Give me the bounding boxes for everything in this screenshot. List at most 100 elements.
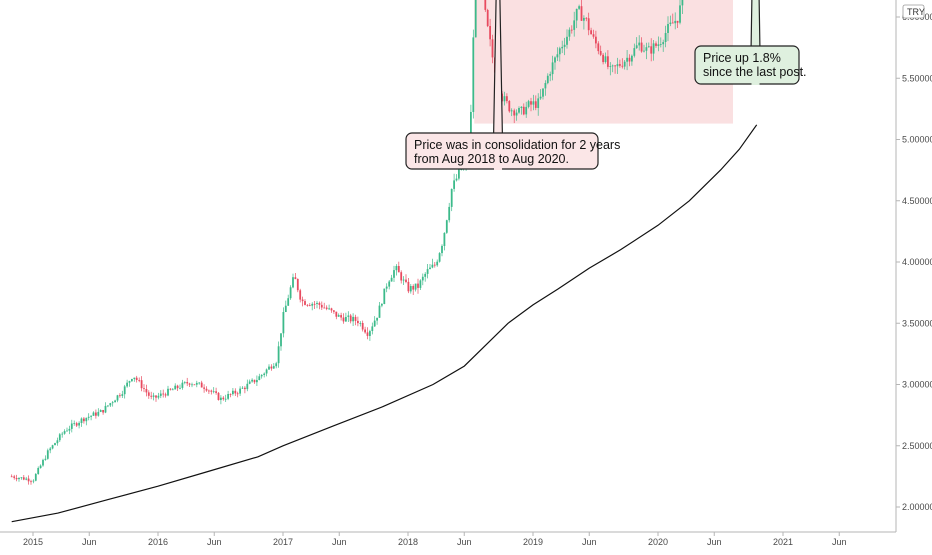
candle-body xyxy=(195,382,198,385)
candle-body xyxy=(611,65,614,67)
candle-body xyxy=(652,43,655,54)
candle-body xyxy=(265,369,268,374)
candle-body xyxy=(167,388,169,396)
candle-body xyxy=(13,476,16,478)
candle-body xyxy=(280,333,282,347)
candle-body xyxy=(607,56,609,67)
candle-body xyxy=(573,20,576,30)
candle-body xyxy=(70,423,73,429)
candle-body xyxy=(563,44,566,47)
candle-body xyxy=(186,382,189,384)
candle-body xyxy=(472,37,475,112)
candle-body xyxy=(111,402,114,404)
candle-body xyxy=(282,312,285,334)
candle-body xyxy=(15,478,18,480)
candle-body xyxy=(539,96,542,99)
x-tick-label: 2018 xyxy=(398,537,418,547)
y-tick-label: 3.00000 xyxy=(902,380,932,390)
candle-body xyxy=(275,363,278,367)
consolidation-callout-text-0: Price was in consolidation for 2 years xyxy=(414,138,620,152)
candle-body xyxy=(222,397,225,400)
candle-body xyxy=(549,74,552,76)
candle-body xyxy=(503,96,506,102)
x-tick-label: 2016 xyxy=(148,537,168,547)
candle-body xyxy=(248,381,251,384)
candle-body xyxy=(318,302,321,305)
candle-body xyxy=(676,20,679,23)
candle-body xyxy=(270,366,273,369)
candle-body xyxy=(217,392,220,400)
post-callout-seam xyxy=(751,82,760,85)
candle-body xyxy=(49,448,52,451)
candle-body xyxy=(405,279,407,282)
candle-body xyxy=(128,381,131,383)
candle-body xyxy=(345,317,347,322)
candle-body xyxy=(417,283,419,288)
candle-body xyxy=(381,304,383,306)
candle-body xyxy=(407,281,410,292)
candle-body xyxy=(436,261,439,266)
candle-body xyxy=(489,26,491,40)
currency-badge-text: TRY xyxy=(907,7,925,17)
x-tick-label: Jun xyxy=(332,537,347,547)
candle-body xyxy=(75,423,78,426)
x-tick-label: Jun xyxy=(582,537,597,547)
candle-body xyxy=(515,112,518,116)
candle-body xyxy=(647,46,650,48)
x-tick-label: 2021 xyxy=(773,537,793,547)
candle-body xyxy=(162,393,165,395)
candle-body xyxy=(657,44,660,46)
candle-body xyxy=(522,106,525,115)
candle-body xyxy=(635,45,638,49)
consolidation-callout-text-1: from Aug 2018 to Aug 2020. xyxy=(414,152,569,166)
candle-body xyxy=(542,88,544,97)
candle-body xyxy=(95,412,97,416)
candle-body xyxy=(385,286,388,289)
candle-body xyxy=(150,395,153,397)
candle-body xyxy=(450,189,453,207)
candle-body xyxy=(595,36,597,44)
candle-body xyxy=(554,57,556,63)
candle-body xyxy=(157,395,160,398)
candle-body xyxy=(138,380,141,381)
y-tick-label: 5.00000 xyxy=(902,135,932,145)
candle-body xyxy=(114,400,116,403)
candle-body xyxy=(320,304,323,308)
candle-body xyxy=(587,18,590,31)
candle-body xyxy=(679,5,681,23)
candle-body xyxy=(232,390,234,395)
y-tick-label: 2.00000 xyxy=(902,502,932,512)
candle-body xyxy=(599,51,602,55)
candle-body xyxy=(208,390,210,392)
candle-body xyxy=(371,326,374,331)
candle-body xyxy=(568,29,571,37)
candle-body xyxy=(623,61,626,67)
candle-body xyxy=(397,266,400,273)
candle-body xyxy=(518,108,520,113)
candle-body xyxy=(246,383,249,390)
candle-body xyxy=(277,346,280,364)
candle-body xyxy=(97,411,100,416)
candle-body xyxy=(123,386,126,395)
candle-body xyxy=(390,277,393,282)
candle-body xyxy=(530,101,532,105)
candle-body xyxy=(441,245,443,254)
candle-body xyxy=(292,277,294,288)
candle-body xyxy=(650,46,653,54)
candle-body xyxy=(357,320,359,324)
candle-body xyxy=(443,232,446,246)
candle-body xyxy=(578,6,580,9)
x-tick-label: Jun xyxy=(832,537,847,547)
candle-body xyxy=(109,403,112,406)
candle-body xyxy=(239,388,241,394)
currency-badge-box xyxy=(902,4,925,19)
candle-body xyxy=(534,101,537,108)
candle-body xyxy=(268,366,270,370)
candle-body xyxy=(92,412,95,416)
candle-body xyxy=(30,481,32,483)
candle-body xyxy=(85,417,88,422)
y-tick-label: 2.50000 xyxy=(902,441,932,451)
candle-body xyxy=(342,317,345,322)
candle-body xyxy=(510,110,513,112)
candle-body xyxy=(80,418,83,423)
